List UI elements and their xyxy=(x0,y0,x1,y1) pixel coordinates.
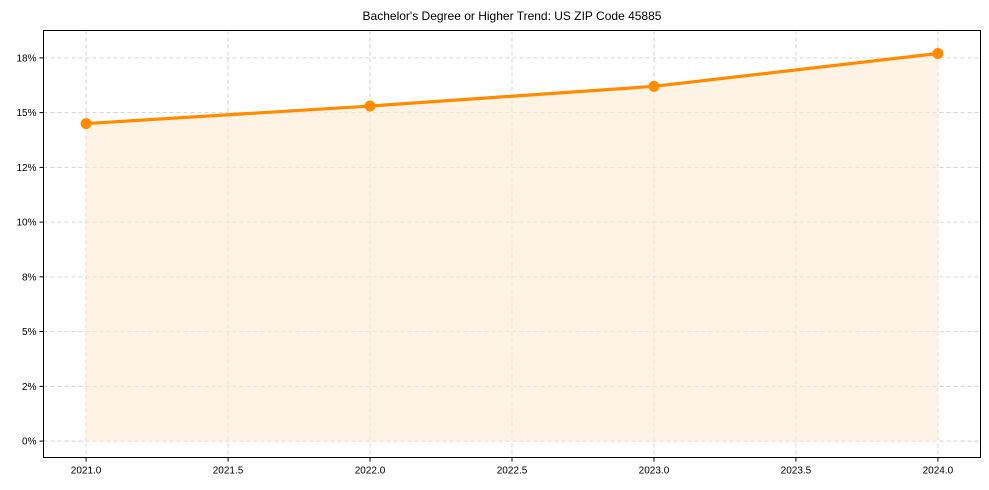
x-tick-label: 2021.5 xyxy=(213,466,244,477)
area-fill-path xyxy=(86,53,938,442)
x-tick-label: 2022.5 xyxy=(497,466,528,477)
chart-title: Bachelor's Degree or Higher Trend: US ZI… xyxy=(363,9,662,23)
x-tick-label: 2022.0 xyxy=(355,466,386,477)
x-tick-label: 2023.0 xyxy=(639,466,670,477)
data-line xyxy=(85,51,939,126)
data-point-marker xyxy=(648,80,660,92)
series-line xyxy=(85,51,939,126)
y-axis: 0% 2% 5% 8% 10% 12% 15% 18% xyxy=(16,53,44,448)
data-point-marker xyxy=(80,118,92,130)
x-tick-label: 2023.5 xyxy=(781,466,812,477)
y-tick-label: 8% xyxy=(22,272,37,283)
y-tick-label: 15% xyxy=(16,108,36,119)
area-fill xyxy=(86,53,938,442)
y-tick-label: 18% xyxy=(16,53,36,64)
data-point-marker xyxy=(932,47,944,59)
data-point-marker xyxy=(364,100,376,112)
y-tick-label: 10% xyxy=(16,218,36,229)
data-points xyxy=(80,47,944,130)
x-tick-label: 2021.0 xyxy=(71,466,102,477)
y-tick-label: 5% xyxy=(22,327,37,338)
x-axis: 2021.0 2021.5 2022.0 2022.5 2023.0 2023.5 2024… xyxy=(71,457,954,477)
x-tick-label: 2024.0 xyxy=(923,466,954,477)
y-tick-label: 0% xyxy=(22,437,37,448)
y-tick-label: 12% xyxy=(16,163,36,174)
y-tick-label: 2% xyxy=(22,382,37,393)
